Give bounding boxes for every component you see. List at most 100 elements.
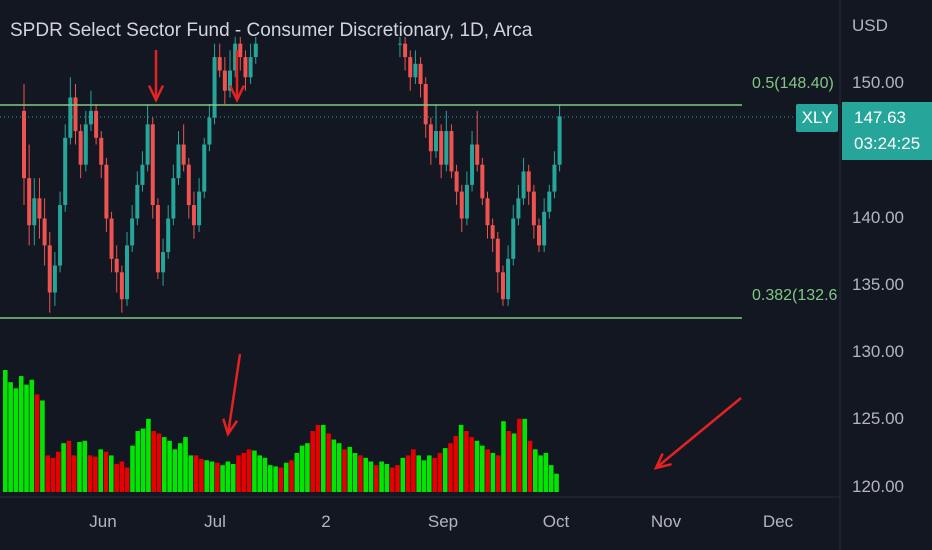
candle bbox=[37, 178, 42, 239]
volume-bar bbox=[495, 455, 501, 492]
candle bbox=[470, 131, 475, 192]
candle bbox=[464, 171, 469, 226]
candle bbox=[490, 218, 495, 253]
candle bbox=[104, 157, 109, 232]
candle bbox=[423, 77, 428, 138]
volume-bar bbox=[220, 465, 225, 492]
volume-bar bbox=[193, 455, 199, 492]
volume-bar bbox=[29, 379, 35, 492]
volume-bar bbox=[289, 460, 294, 492]
candle bbox=[186, 157, 191, 219]
volume-bar bbox=[18, 376, 24, 492]
volume-bar bbox=[230, 463, 236, 492]
candle bbox=[537, 218, 541, 253]
y-tick-label: 135.00 bbox=[852, 274, 904, 294]
volume-bar bbox=[405, 455, 411, 492]
volume-bar bbox=[315, 424, 321, 492]
volume-bar bbox=[384, 463, 390, 492]
volume-bar bbox=[103, 451, 109, 492]
volume-bar bbox=[321, 424, 326, 492]
candle bbox=[171, 164, 176, 226]
volume-bar bbox=[442, 448, 448, 492]
candle bbox=[480, 157, 485, 206]
volume-bar bbox=[156, 433, 162, 492]
volume-bar bbox=[352, 452, 358, 492]
volume-bar bbox=[363, 457, 368, 492]
volume-bar bbox=[87, 455, 93, 492]
annotation-arrow bbox=[147, 50, 165, 103]
annotation-arrow bbox=[222, 353, 242, 437]
volume-bar bbox=[389, 467, 395, 492]
volume-bar bbox=[342, 449, 347, 492]
y-tick-label: 150.00 bbox=[852, 73, 904, 92]
y-tick-label: 120.00 bbox=[852, 476, 904, 496]
candle bbox=[78, 124, 83, 179]
volume-bar bbox=[130, 445, 135, 492]
volume-bar bbox=[554, 473, 559, 492]
volume-bar bbox=[310, 431, 315, 492]
x-tick-label: Jul bbox=[204, 512, 226, 531]
volume-bar bbox=[453, 435, 459, 492]
volume-bar bbox=[45, 455, 50, 492]
candle bbox=[130, 205, 135, 253]
x-tick-label: Jun bbox=[89, 512, 117, 531]
last-price-box: 147.63 03:24:25 bbox=[842, 102, 932, 160]
candle bbox=[22, 84, 26, 206]
volume-bar bbox=[268, 465, 273, 492]
candle bbox=[557, 105, 562, 172]
x-tick-label: Oct bbox=[542, 512, 570, 531]
candle bbox=[222, 57, 227, 105]
volume-bar bbox=[448, 443, 453, 492]
candle bbox=[145, 105, 150, 172]
candle bbox=[233, 36, 238, 78]
volume-bar bbox=[464, 431, 469, 492]
candle bbox=[181, 124, 186, 172]
volume-bar bbox=[98, 449, 103, 492]
volume-bar bbox=[40, 400, 45, 492]
volume-bar bbox=[368, 461, 374, 492]
candle bbox=[125, 231, 129, 306]
candle bbox=[397, 36, 402, 58]
volume-bar bbox=[34, 394, 40, 492]
candle bbox=[547, 184, 552, 219]
volume-bar bbox=[538, 455, 543, 492]
volume-bar bbox=[416, 455, 421, 492]
candle bbox=[150, 117, 155, 219]
volume-bar bbox=[188, 455, 194, 492]
volume-bar bbox=[183, 437, 188, 492]
fib-level-label: 0.382(132.6 bbox=[752, 287, 838, 304]
volume-bar bbox=[273, 466, 278, 492]
volume-bar bbox=[299, 445, 305, 492]
ticker-tag[interactable]: XLY bbox=[796, 104, 838, 132]
candle bbox=[155, 198, 160, 280]
volume-bar bbox=[177, 443, 183, 492]
candle bbox=[228, 50, 232, 98]
candle bbox=[511, 205, 516, 266]
volume-bar bbox=[162, 437, 167, 492]
volume-bar bbox=[225, 461, 231, 492]
candle bbox=[521, 157, 526, 206]
candle bbox=[408, 50, 413, 91]
volume-bar bbox=[522, 418, 527, 492]
currency-label: USD bbox=[852, 16, 888, 35]
candle bbox=[68, 77, 73, 145]
volume-bar bbox=[533, 449, 538, 492]
y-tick-label: 125.00 bbox=[852, 409, 904, 429]
volume-bar bbox=[411, 449, 416, 492]
volume-bar bbox=[119, 461, 125, 492]
x-tick-label: Dec bbox=[762, 512, 794, 531]
candle bbox=[506, 245, 511, 306]
candle bbox=[428, 117, 433, 165]
volume-bar bbox=[13, 388, 19, 492]
volume-bar bbox=[93, 456, 98, 492]
annotation-arrow bbox=[653, 397, 742, 470]
candle bbox=[161, 238, 166, 286]
volume-bar bbox=[336, 443, 342, 492]
candle bbox=[444, 110, 449, 172]
volume-bar bbox=[61, 443, 66, 492]
candle bbox=[212, 43, 217, 125]
overlay-layer bbox=[0, 50, 840, 470]
candle bbox=[434, 104, 438, 158]
candle bbox=[52, 252, 57, 306]
